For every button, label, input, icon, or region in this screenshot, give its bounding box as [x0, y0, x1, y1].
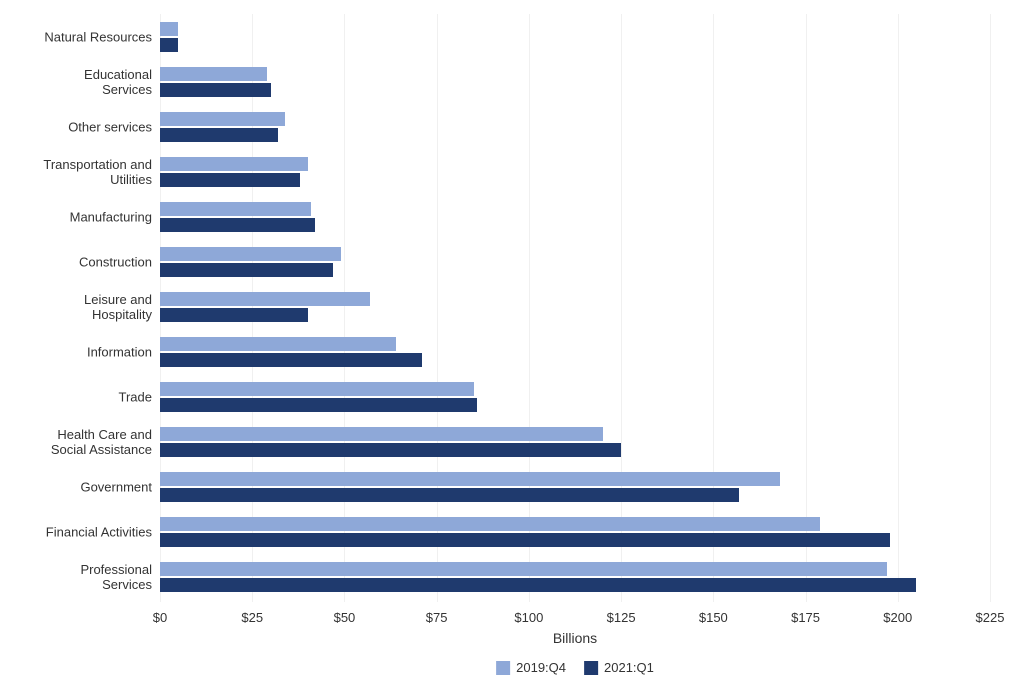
x-tick-label: $25: [241, 610, 263, 625]
x-tick-label: $225: [976, 610, 1005, 625]
y-axis-label: Professional Services: [12, 562, 160, 592]
bar-series-b: [160, 443, 621, 457]
bar-series-a: [160, 202, 311, 216]
bar-series-a: [160, 247, 341, 261]
y-axis-label: Construction: [12, 254, 160, 269]
x-tick-label: $50: [334, 610, 356, 625]
y-axis-label: Information: [12, 344, 160, 359]
category-row: Natural Resources: [160, 14, 990, 59]
bar-series-b: [160, 398, 477, 412]
y-axis-label: Government: [12, 479, 160, 494]
y-axis-label: Health Care and Social Assistance: [12, 427, 160, 457]
y-axis-label: Educational Services: [12, 67, 160, 97]
legend-item: 2021:Q1: [584, 660, 654, 675]
bar-series-a: [160, 337, 396, 351]
y-axis-label: Leisure and Hospitality: [12, 292, 160, 322]
y-axis-label: Other services: [12, 119, 160, 134]
bar-series-a: [160, 157, 308, 171]
bar-series-a: [160, 427, 603, 441]
category-row: Financial Activities: [160, 509, 990, 554]
x-tick-label: $150: [699, 610, 728, 625]
category-row: Professional Services: [160, 554, 990, 599]
bar-series-b: [160, 83, 271, 97]
y-axis-label: Financial Activities: [12, 524, 160, 539]
grouped-bar-chart: Natural ResourcesEducational ServicesOth…: [0, 0, 1024, 683]
bar-series-a: [160, 67, 267, 81]
category-row: Health Care and Social Assistance: [160, 419, 990, 464]
legend-swatch: [584, 661, 598, 675]
x-tick-label: $200: [883, 610, 912, 625]
bar-series-b: [160, 578, 916, 592]
category-row: Leisure and Hospitality: [160, 284, 990, 329]
bar-series-a: [160, 112, 285, 126]
bar-series-a: [160, 292, 370, 306]
category-row: Government: [160, 464, 990, 509]
bar-series-a: [160, 562, 887, 576]
bar-series-b: [160, 218, 315, 232]
bar-series-a: [160, 382, 474, 396]
y-axis-label: Transportation and Utilities: [12, 157, 160, 187]
category-row: Manufacturing: [160, 194, 990, 239]
bar-series-b: [160, 353, 422, 367]
x-axis-title: Billions: [553, 630, 597, 646]
x-tick-label: $75: [426, 610, 448, 625]
bar-series-b: [160, 308, 308, 322]
legend-swatch: [496, 661, 510, 675]
legend: 2019:Q4 2021:Q1: [496, 660, 654, 675]
x-tick-label: $125: [607, 610, 636, 625]
bar-series-a: [160, 517, 820, 531]
bar-series-b: [160, 128, 278, 142]
bar-series-a: [160, 22, 178, 36]
category-row: Trade: [160, 374, 990, 419]
y-axis-label: Manufacturing: [12, 209, 160, 224]
bar-series-b: [160, 533, 890, 547]
bar-series-b: [160, 173, 300, 187]
category-row: Educational Services: [160, 59, 990, 104]
plot-area: Natural ResourcesEducational ServicesOth…: [160, 14, 990, 602]
x-tick-label: $0: [153, 610, 167, 625]
y-axis-label: Natural Resources: [12, 29, 160, 44]
category-row: Other services: [160, 104, 990, 149]
y-axis-label: Trade: [12, 389, 160, 404]
bar-series-b: [160, 38, 178, 52]
bar-series-b: [160, 488, 739, 502]
bar-series-b: [160, 263, 333, 277]
bar-series-a: [160, 472, 780, 486]
grid-line: [990, 14, 991, 602]
x-tick-label: $100: [514, 610, 543, 625]
legend-label: 2019:Q4: [516, 660, 566, 675]
x-tick-label: $175: [791, 610, 820, 625]
x-axis: $0$25$50$75$100$125$150$175$200$225: [160, 606, 990, 626]
category-row: Transportation and Utilities: [160, 149, 990, 194]
legend-item: 2019:Q4: [496, 660, 566, 675]
category-row: Information: [160, 329, 990, 374]
legend-label: 2021:Q1: [604, 660, 654, 675]
category-row: Construction: [160, 239, 990, 284]
